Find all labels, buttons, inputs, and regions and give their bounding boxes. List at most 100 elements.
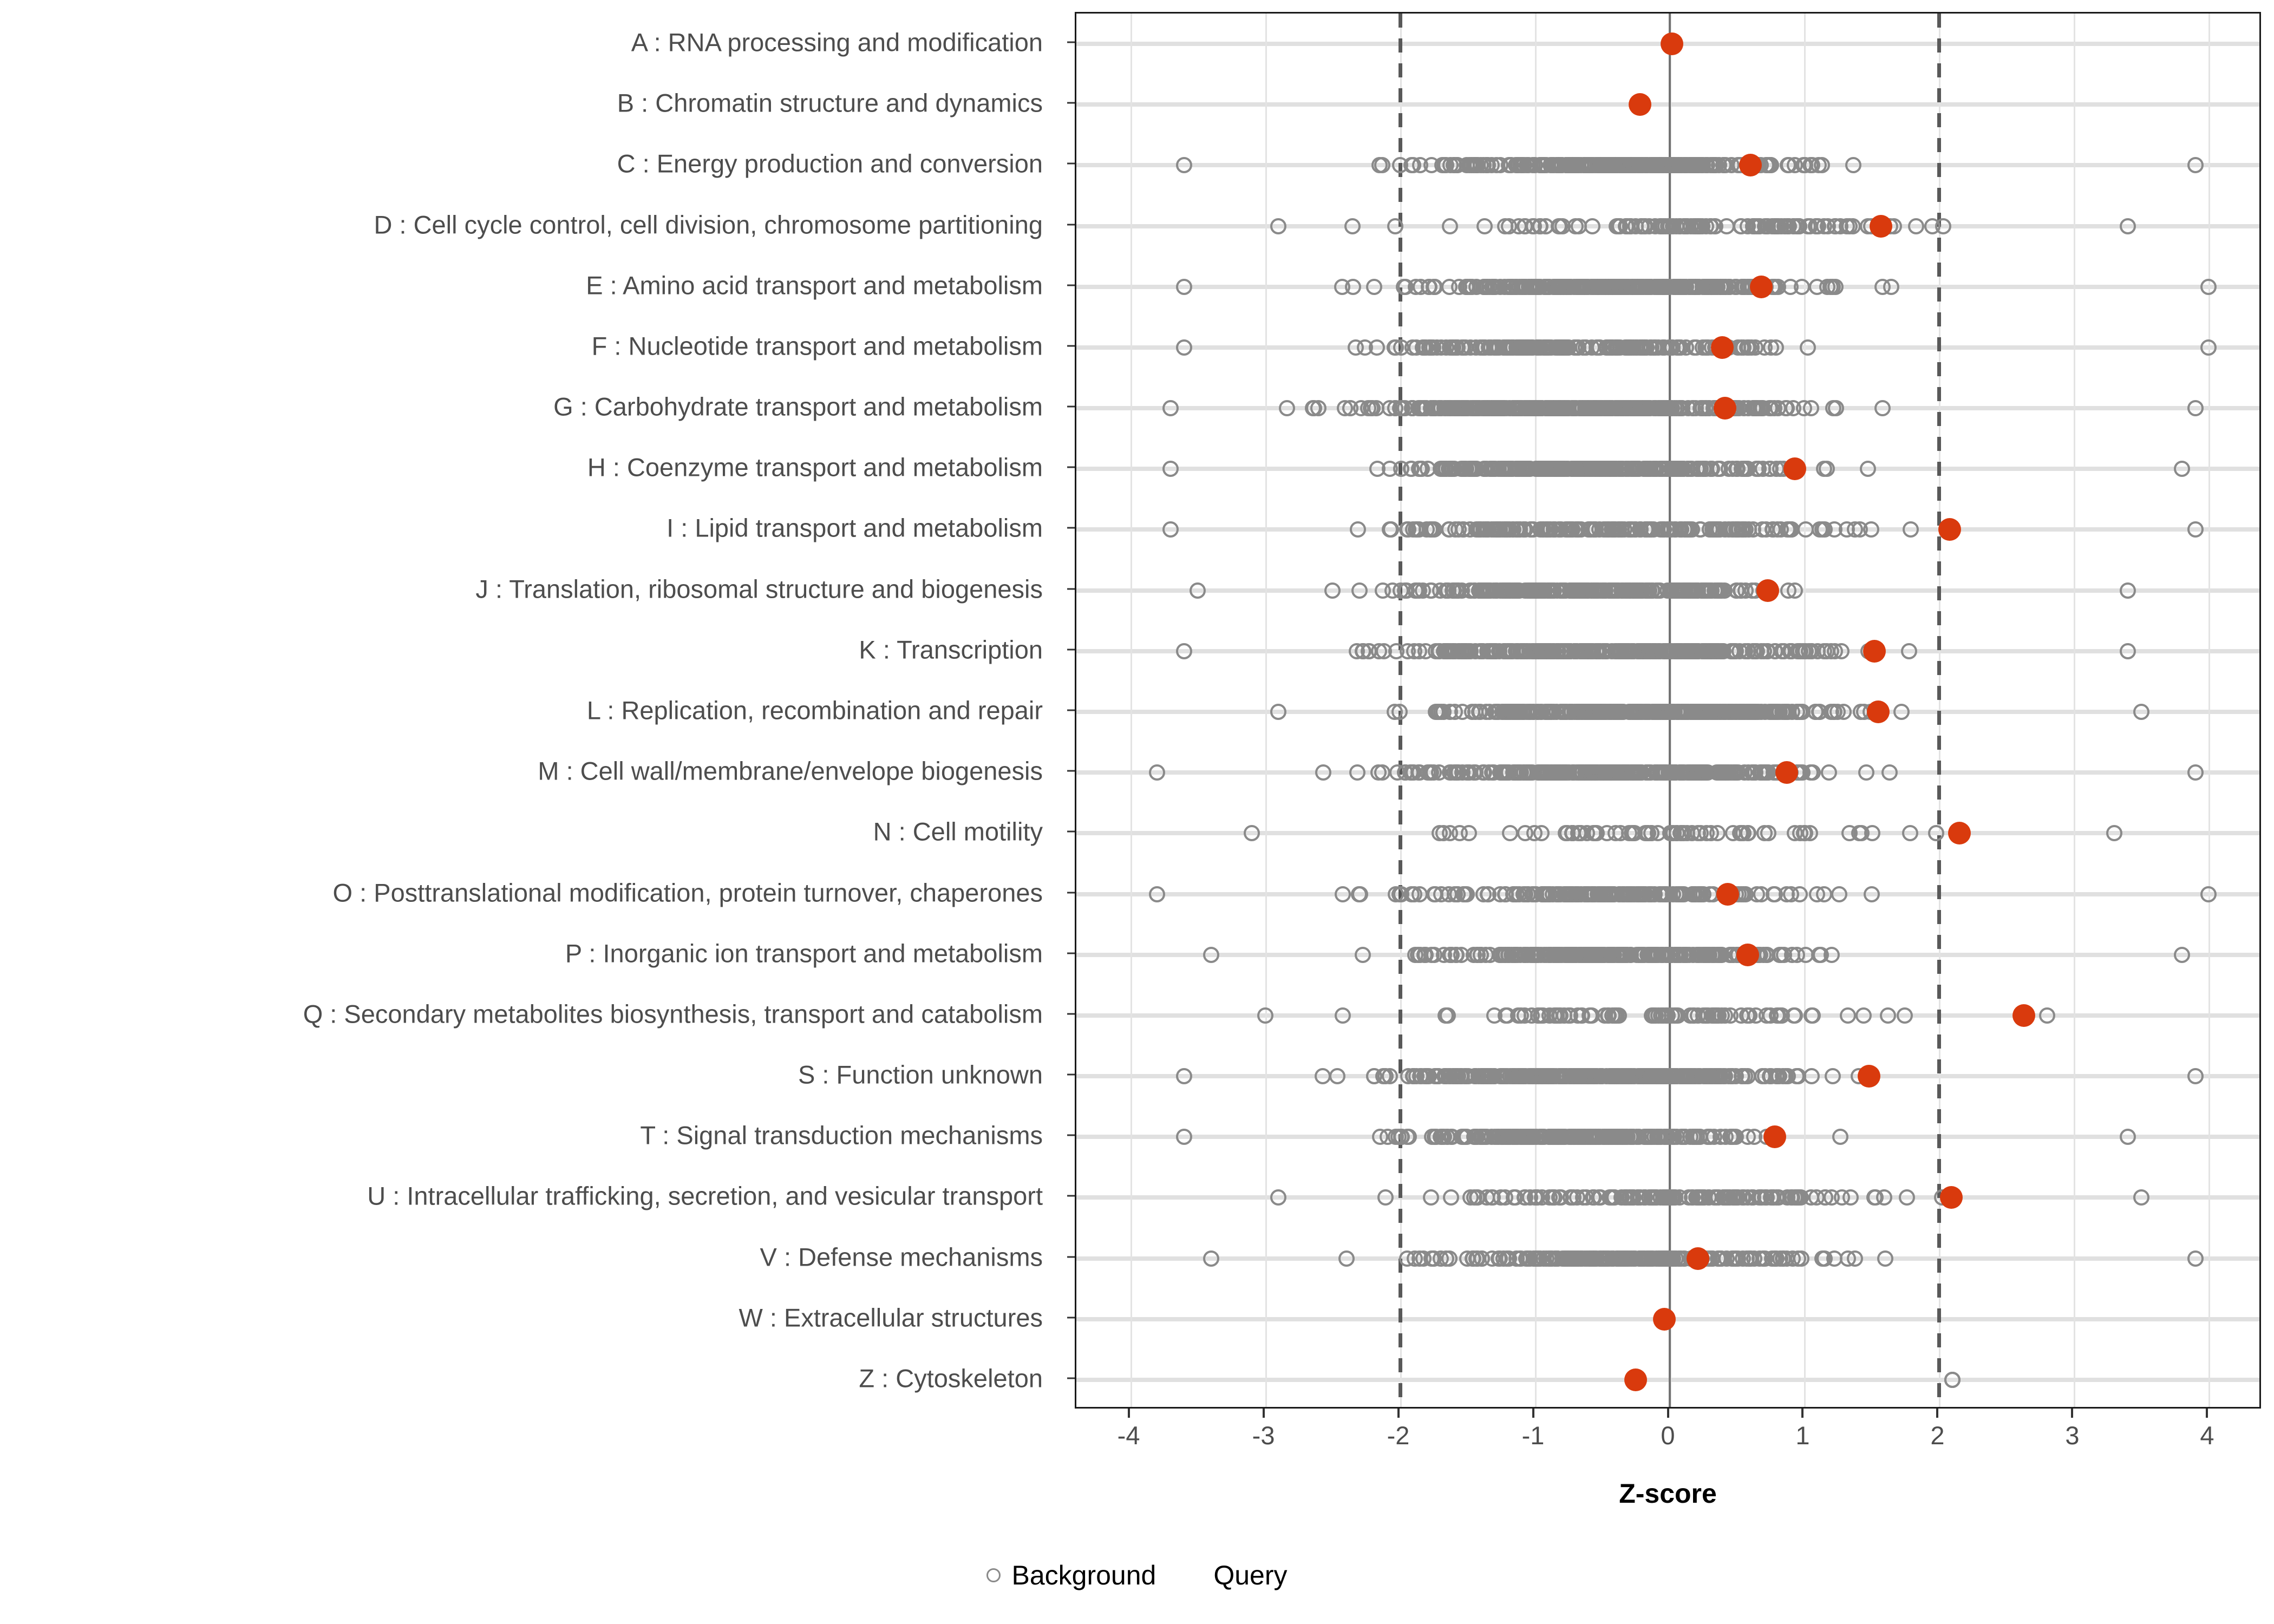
background-point	[1616, 1189, 1633, 1206]
y-axis-tick-label: N : Cell motility	[873, 817, 1043, 846]
background-point	[1456, 886, 1473, 902]
background-point	[2120, 218, 2136, 234]
y-axis-tick-label: O : Posttranslational modification, prot…	[332, 878, 1043, 907]
query-point	[1624, 1368, 1648, 1391]
background-point	[1700, 1129, 1717, 1145]
background-point	[1465, 1250, 1482, 1267]
background-point	[1655, 521, 1672, 538]
background-point	[1596, 582, 1612, 599]
background-point	[1744, 1189, 1761, 1206]
y-axis-tick-mark	[1067, 345, 1075, 347]
background-point	[1552, 1129, 1569, 1145]
background-point	[1517, 521, 1534, 538]
background-point	[1591, 886, 1608, 902]
background-point	[1452, 1068, 1469, 1085]
background-point	[2187, 1250, 2204, 1267]
background-point	[1795, 157, 1812, 174]
background-point	[1662, 400, 1678, 417]
background-point	[1190, 582, 1206, 599]
x-axis-tick-mark	[1667, 1409, 1669, 1418]
threshold-reference-line	[1937, 14, 1942, 1407]
background-point	[1588, 825, 1605, 842]
background-point	[1560, 1007, 1577, 1024]
background-point	[1489, 1129, 1506, 1145]
background-point	[1371, 157, 1388, 174]
background-point	[1388, 886, 1404, 902]
background-point	[1796, 825, 1813, 842]
x-axis-tick-label: -4	[1117, 1421, 1140, 1450]
background-point	[1489, 521, 1506, 538]
background-point	[1633, 886, 1650, 902]
background-point	[1484, 643, 1500, 659]
background-point	[1430, 704, 1447, 720]
x-axis-tick-label: -3	[1252, 1421, 1275, 1450]
y-axis-tick-mark	[1067, 830, 1075, 833]
background-point	[1811, 704, 1827, 720]
y-axis-tick-label: B : Chromatin structure and dynamics	[617, 88, 1043, 117]
x-axis-tick-mark	[1532, 1409, 1534, 1418]
y-axis-tick-mark	[1067, 527, 1075, 529]
y-axis-label-column: A : RNA processing and modification B : C…	[0, 12, 1050, 1409]
y-axis-tick-label: U : Intracellular trafficking, secretion…	[367, 1181, 1043, 1210]
background-point	[1467, 1068, 1484, 1085]
background-point	[2200, 339, 2217, 356]
background-point	[1574, 1129, 1591, 1145]
background-point	[1519, 643, 1535, 659]
background-point	[1739, 461, 1756, 477]
background-point	[1709, 278, 1726, 295]
background-point	[1756, 339, 1773, 356]
background-point	[1702, 157, 1719, 174]
background-point	[1773, 643, 1790, 659]
background-point	[1370, 764, 1387, 781]
background-point	[1786, 1189, 1803, 1206]
y-axis-tick-mark	[1067, 162, 1075, 165]
background-point	[1908, 218, 1925, 234]
x-axis-tick-mark	[2071, 1409, 2074, 1418]
background-point	[1578, 339, 1595, 356]
background-point	[1351, 582, 1368, 599]
background-point	[1500, 643, 1517, 659]
background-point	[1361, 643, 1377, 659]
background-point	[1279, 400, 1296, 417]
background-point	[1393, 461, 1410, 477]
background-point	[1577, 400, 1593, 417]
background-point	[1540, 643, 1557, 659]
background-point	[1604, 521, 1621, 538]
background-point	[1604, 461, 1620, 477]
y-axis-tick-label: T : Signal transduction mechanisms	[640, 1121, 1043, 1150]
background-point	[1883, 278, 1900, 295]
background-point	[1902, 825, 1919, 842]
background-point	[1622, 218, 1639, 234]
background-point	[1636, 1250, 1653, 1267]
background-point	[1520, 764, 1537, 781]
background-point	[1604, 157, 1621, 174]
background-point	[1338, 1250, 1355, 1267]
background-point	[2200, 278, 2217, 295]
background-point	[1759, 1189, 1775, 1206]
background-point	[1611, 946, 1628, 963]
query-point	[1867, 700, 1890, 723]
background-point	[1675, 764, 1692, 781]
query-point	[1713, 397, 1736, 420]
background-point	[1818, 461, 1835, 477]
background-point	[1329, 1068, 1345, 1085]
background-point	[1678, 218, 1695, 234]
background-point	[1335, 886, 1351, 902]
background-point	[1445, 157, 1462, 174]
background-point	[1176, 278, 1193, 295]
background-point	[1577, 582, 1594, 599]
background-point	[1415, 582, 1432, 599]
background-point	[1740, 1068, 1756, 1085]
background-point	[1803, 643, 1820, 659]
x-axis-tick-label: 3	[2065, 1421, 2080, 1450]
background-point	[1706, 521, 1722, 538]
background-point	[1621, 825, 1638, 842]
background-point	[1387, 339, 1403, 356]
query-point	[2012, 1004, 2036, 1027]
background-point	[1517, 218, 1533, 234]
background-point	[1422, 1189, 1439, 1206]
y-axis-tick-mark	[1067, 1317, 1075, 1319]
background-point	[1176, 157, 1193, 174]
background-point	[1740, 825, 1756, 842]
y-axis-tick-label: I : Lipid transport and metabolism	[666, 513, 1043, 542]
